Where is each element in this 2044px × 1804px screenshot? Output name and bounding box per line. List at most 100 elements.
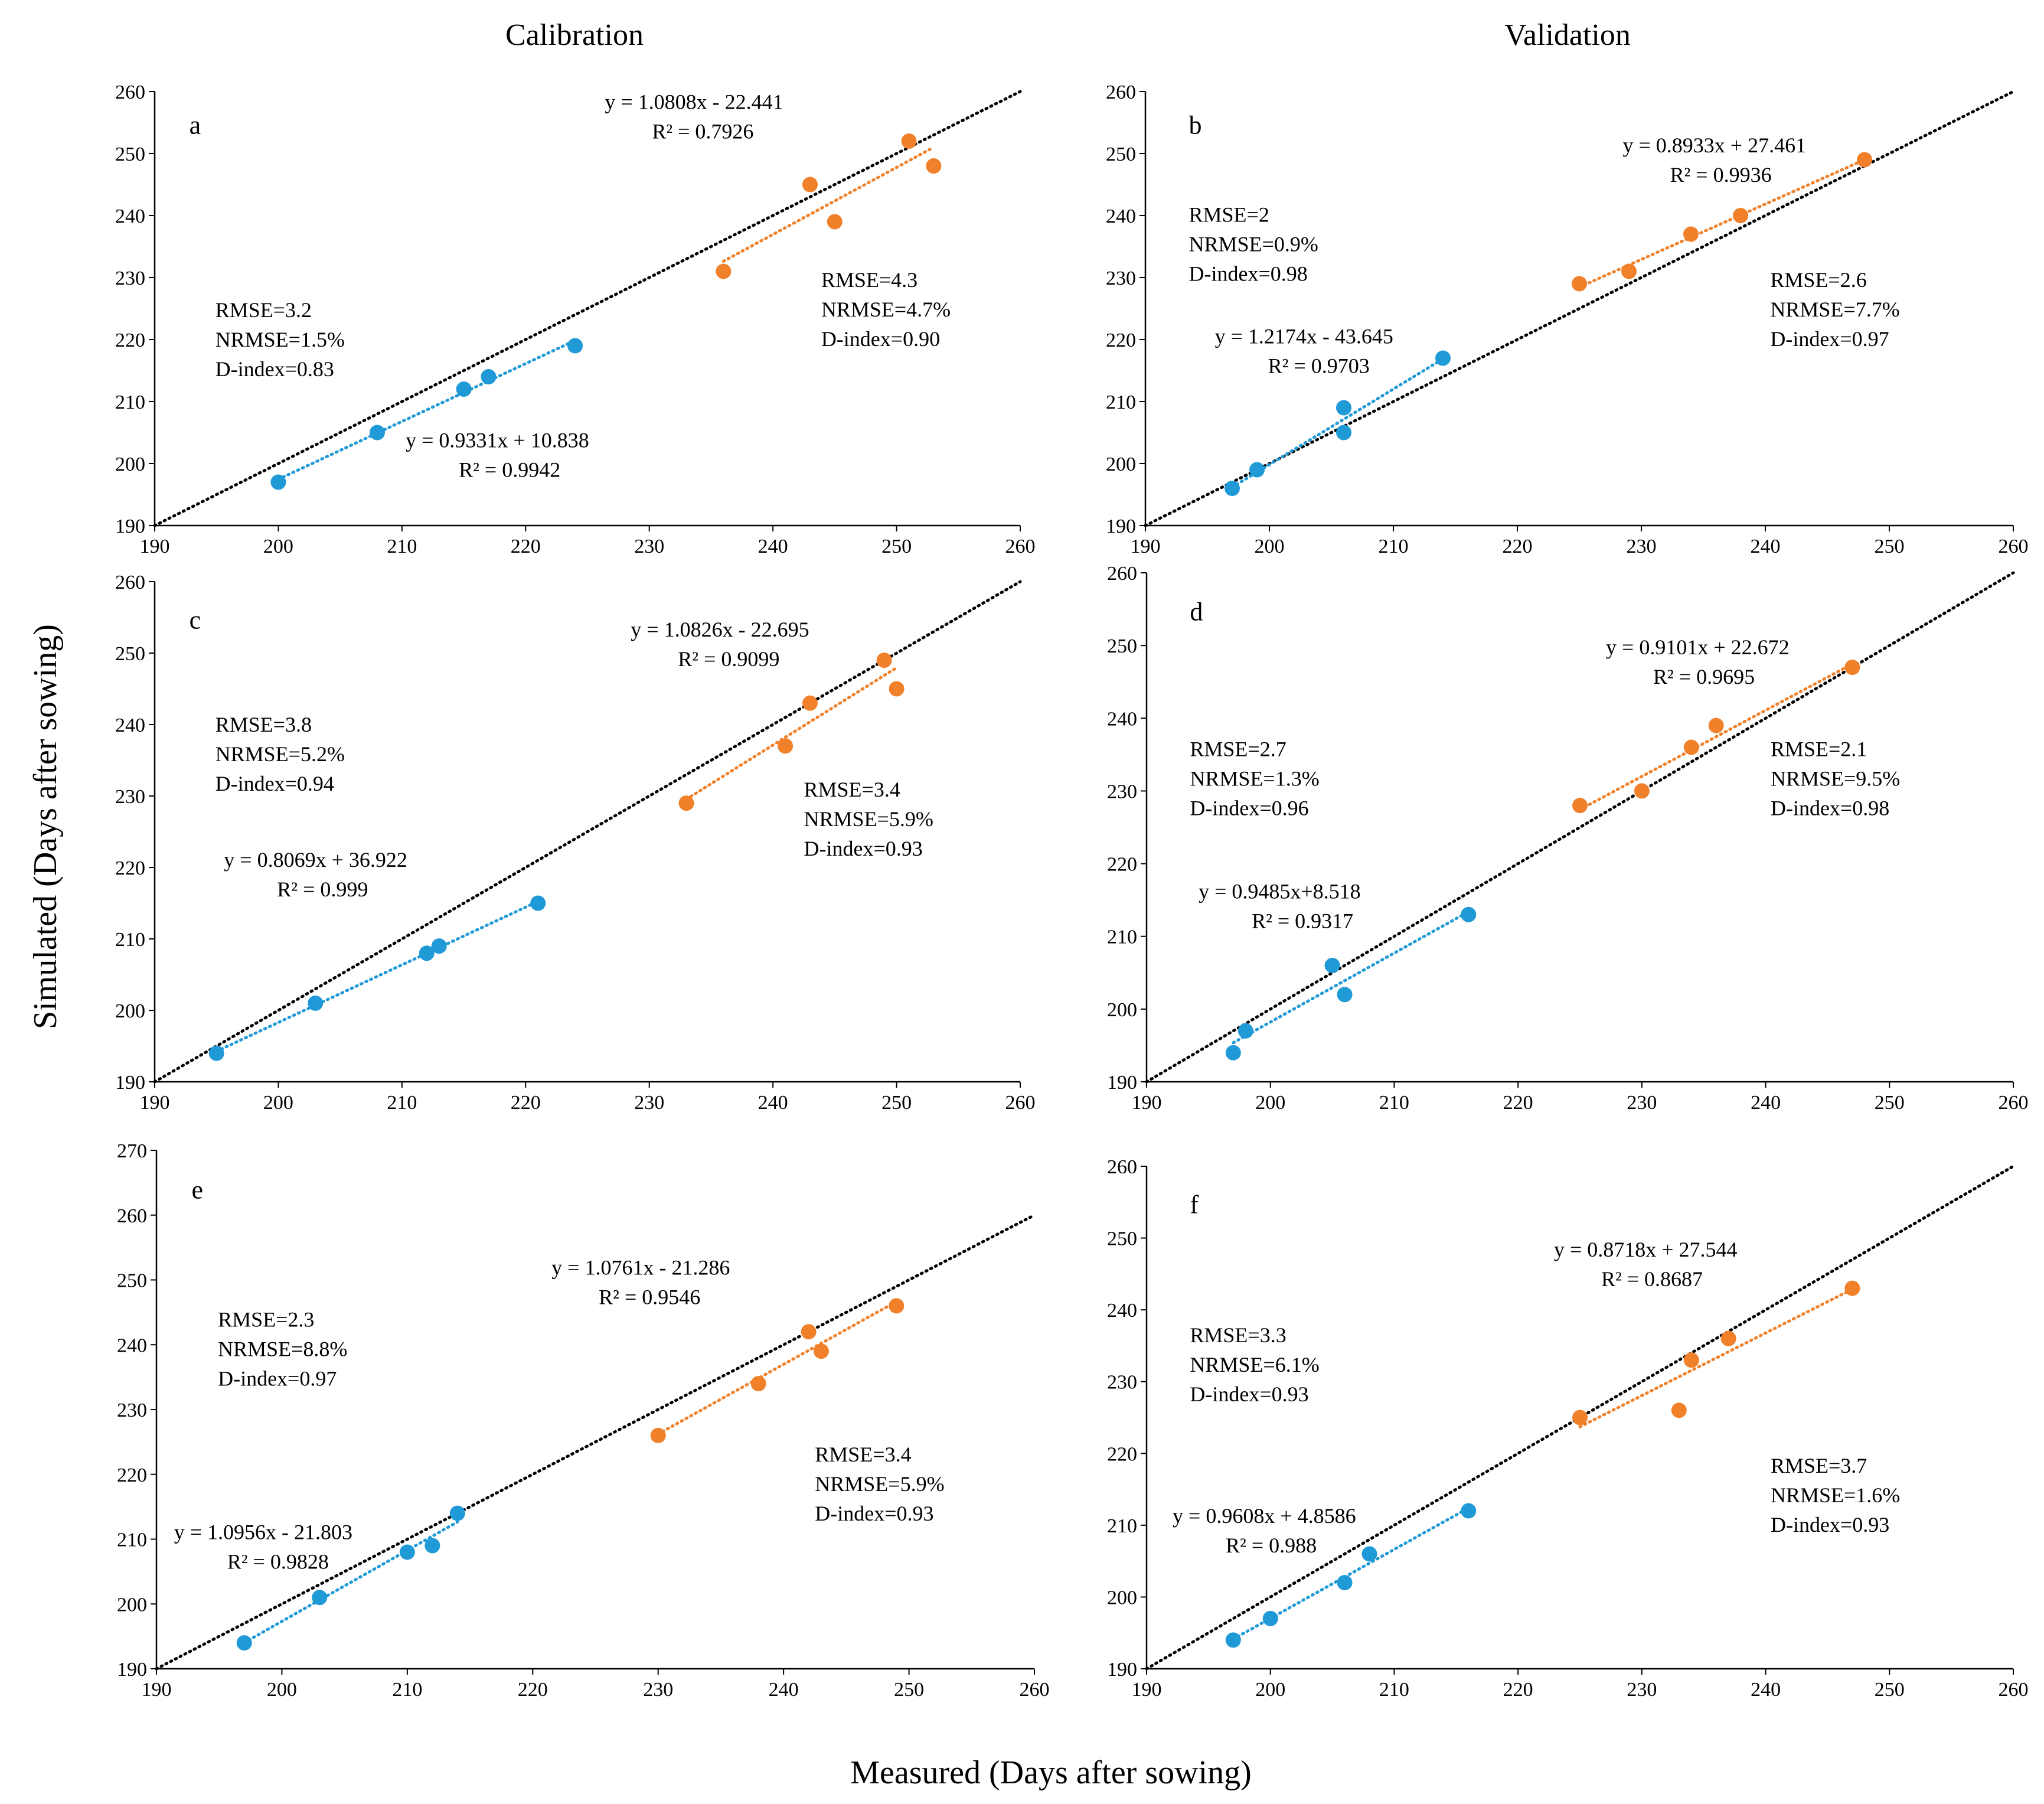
orange-point: [716, 263, 732, 279]
x-tick-label: 200: [1255, 1092, 1285, 1114]
orange-point: [926, 158, 942, 174]
orange-stats-text: D-index=0.93: [815, 1502, 933, 1525]
x-tick-label: 250: [881, 1092, 912, 1114]
y-tick-label: 250: [115, 143, 145, 165]
orange-r2: R² = 0.9695: [1653, 665, 1755, 689]
y-tick-label: 190: [1107, 1659, 1137, 1681]
x-tick-label: 220: [1503, 1092, 1533, 1114]
x-tick-label: 200: [1255, 1679, 1285, 1701]
blue-r2: R² = 0.9942: [459, 458, 560, 482]
y-tick-label: 270: [117, 1140, 147, 1162]
blue-stats-text: RMSE=2.3: [218, 1308, 314, 1332]
blue-equation: y = 0.8069x + 36.922: [224, 848, 407, 872]
orange-r2: R² = 0.9099: [678, 647, 779, 671]
blue-trendline: [215, 900, 540, 1053]
orange-stats-text: RMSE=3.4: [815, 1443, 911, 1466]
x-tick-label: 250: [1875, 536, 1905, 557]
x-tick-label: 190: [140, 536, 170, 557]
x-tick-label: 230: [1627, 1092, 1657, 1114]
orange-point: [813, 1343, 829, 1359]
x-tick-label: 200: [267, 1679, 297, 1701]
orange-point: [1671, 1402, 1687, 1418]
y-tick-label: 230: [115, 786, 145, 808]
orange-equation: y = 1.0826x - 22.695: [631, 618, 809, 641]
orange-point: [1572, 798, 1588, 814]
blue-equation: y = 1.0956x - 21.803: [174, 1521, 352, 1544]
y-tick-label: 250: [1107, 1228, 1137, 1250]
blue-point: [270, 474, 286, 490]
blue-stats-text: NRMSE=0.9%: [1189, 233, 1318, 256]
orange-point: [1621, 263, 1637, 279]
blue-point: [236, 1635, 252, 1651]
x-tick-label: 220: [511, 536, 541, 557]
orange-point: [1844, 660, 1860, 676]
orange-point: [1844, 1280, 1860, 1296]
orange-point: [778, 738, 794, 754]
orange-equation: y = 1.0761x - 21.286: [551, 1256, 730, 1280]
orange-point: [1683, 1352, 1699, 1368]
orange-point: [1683, 739, 1699, 755]
orange-point: [678, 795, 694, 811]
x-tick-label: 240: [1751, 1092, 1781, 1114]
blue-stats-text: RMSE=3.8: [215, 713, 312, 736]
y-tick-label: 200: [1107, 999, 1137, 1021]
x-tick-label: 260: [1999, 1092, 2029, 1114]
orange-stats-text: NRMSE=9.5%: [1771, 766, 1900, 790]
orange-point: [1572, 276, 1587, 292]
orange-point: [876, 653, 892, 668]
orange-point: [801, 1324, 817, 1340]
orange-trendline: [1578, 662, 1854, 811]
orange-stats-text: NRMSE=5.9%: [804, 807, 933, 831]
blue-point: [449, 1505, 465, 1521]
x-tick-label: 240: [1751, 1679, 1781, 1701]
blue-stats-text: D-index=0.97: [218, 1367, 337, 1391]
y-tick-label: 240: [117, 1335, 147, 1356]
orange-trendline: [657, 1300, 898, 1436]
y-tick-label: 260: [1107, 563, 1137, 585]
panel-label: b: [1189, 110, 1202, 139]
orange-point: [1634, 783, 1650, 799]
orange-stats-text: RMSE=3.7: [1771, 1454, 1867, 1477]
orange-stats-text: D-index=0.93: [1771, 1513, 1889, 1537]
x-tick-label: 240: [758, 1092, 788, 1114]
calibration-title: Calibration: [505, 18, 644, 52]
panel-e: 190 200 210 220 230 240 250 260 190 200 210 220 230 2…: [117, 1140, 1050, 1701]
one-to-one-line: [1145, 571, 2015, 1084]
y-tick-label: 220: [1107, 854, 1137, 876]
orange-trendline: [685, 666, 899, 801]
blue-equation: y = 0.9608x + 4.8586: [1173, 1504, 1356, 1528]
blue-point: [1461, 906, 1477, 922]
blue-point: [1336, 400, 1351, 416]
orange-stats-text: NRMSE=7.7%: [1770, 298, 1899, 321]
x-tick-label: 200: [263, 536, 293, 557]
panel-label: e: [191, 1175, 203, 1204]
x-tick-label: 220: [1503, 536, 1533, 557]
orange-stats-text: NRMSE=1.6%: [1771, 1483, 1900, 1507]
panel-label: f: [1190, 1190, 1199, 1219]
x-tick-label: 210: [387, 536, 417, 557]
orange-point: [1708, 717, 1724, 733]
panel-label: c: [190, 605, 201, 634]
orange-point: [1572, 1410, 1588, 1425]
y-tick-label: 230: [115, 267, 145, 289]
blue-equation: y = 0.9485x+8.518: [1199, 880, 1361, 903]
orange-point: [802, 695, 818, 711]
blue-stats-text: NRMSE=8.8%: [218, 1337, 347, 1361]
blue-r2: R² = 0.999: [277, 877, 368, 901]
y-tick-label: 250: [1106, 143, 1136, 165]
blue-point: [1225, 481, 1240, 496]
blue-point: [1337, 987, 1353, 1003]
x-tick-label: 240: [758, 536, 788, 557]
panels: 190 200 210 220 230 240 250 260 190 200 210 220 230 2…: [115, 81, 2029, 1701]
y-tick-label: 250: [1107, 635, 1137, 657]
blue-point: [308, 995, 324, 1011]
orange-equation: y = 0.8718x + 27.544: [1554, 1238, 1738, 1261]
orange-stats-text: RMSE=2.6: [1770, 268, 1866, 292]
orange-stats-text: D-index=0.93: [804, 837, 923, 860]
blue-point: [1324, 957, 1340, 973]
blue-point: [1262, 1610, 1278, 1626]
orange-r2: R² = 0.7926: [652, 119, 753, 143]
orange-point: [802, 177, 818, 193]
x-axis-title: Measured (Days after sowing): [850, 1754, 1252, 1791]
x-tick-label: 210: [1379, 1092, 1409, 1114]
